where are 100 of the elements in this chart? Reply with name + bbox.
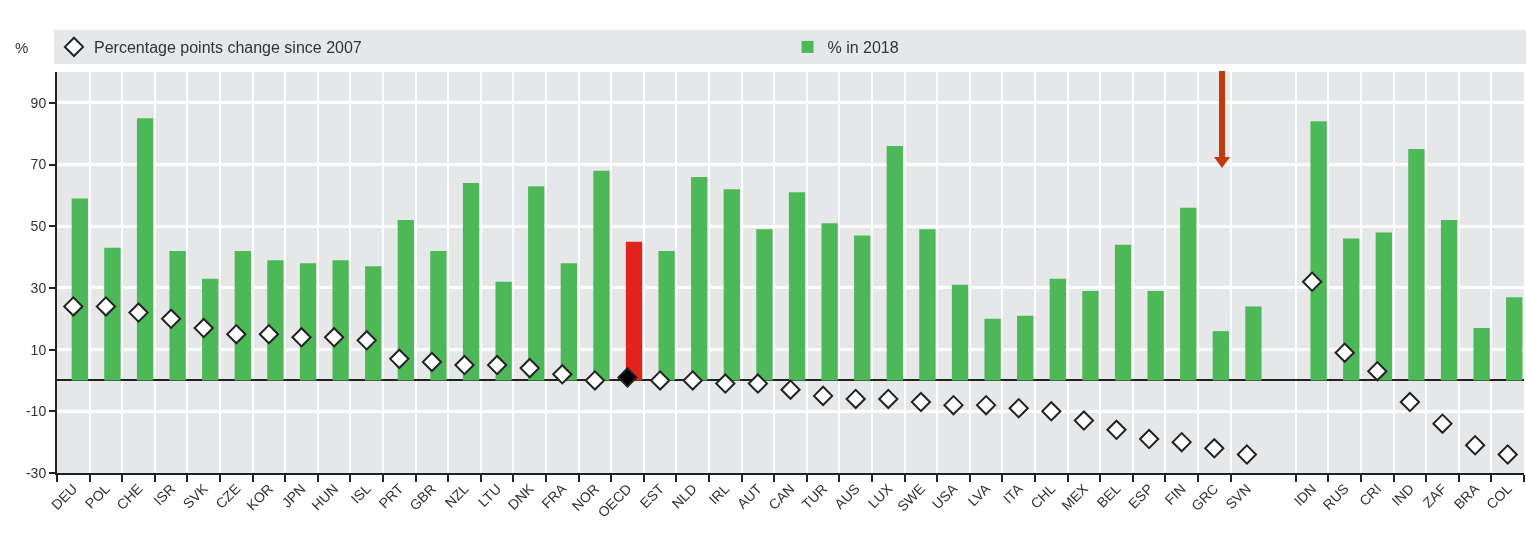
bar [430, 250, 447, 381]
bar [1147, 291, 1164, 381]
y-tick-label: 50 [30, 218, 47, 235]
x-tick-label: CRI [1356, 480, 1385, 509]
x-tick-label: LTU [474, 480, 505, 510]
x-tick-label: ISR [150, 480, 179, 509]
point [487, 354, 508, 376]
bar [1473, 328, 1490, 381]
x-tick-label: IRL [705, 480, 733, 508]
bar [495, 281, 512, 381]
point [584, 370, 605, 391]
point [519, 358, 540, 379]
bar [1212, 331, 1229, 381]
point [291, 327, 312, 348]
point [813, 385, 834, 406]
bar [234, 250, 251, 381]
bar [299, 263, 317, 381]
point [845, 388, 866, 410]
bar [886, 146, 903, 381]
x-tick-label: NZL [441, 480, 472, 511]
x-tick-label: USA [928, 480, 962, 513]
bar [1506, 297, 1523, 381]
bar [723, 189, 740, 381]
x-tick-label: ITA [999, 480, 1027, 507]
point [1073, 410, 1094, 431]
bar [1049, 278, 1066, 381]
point [226, 324, 247, 345]
x-tick-label: LVA [964, 480, 994, 510]
bar [854, 235, 871, 381]
x-tick-label: POL [81, 480, 114, 512]
bar [169, 250, 186, 381]
bar [1440, 220, 1458, 381]
point [258, 324, 279, 345]
bar [462, 183, 480, 381]
y-tick-label: 30 [30, 279, 47, 296]
bar [397, 220, 414, 381]
point [715, 373, 736, 394]
point [1139, 428, 1160, 450]
x-tick-label: BEL [1093, 480, 1124, 511]
bar [788, 192, 806, 381]
point [976, 395, 997, 416]
point [1334, 342, 1355, 363]
point [878, 388, 899, 410]
bar [1343, 238, 1360, 381]
point [943, 395, 964, 416]
bar [821, 223, 838, 381]
point [1041, 401, 1062, 422]
bar [1310, 121, 1327, 381]
y-tick-label: -30 [25, 464, 47, 481]
x-tick-label: TUR [798, 480, 831, 513]
bar [528, 186, 545, 381]
bar [365, 266, 382, 381]
x-tick-label: FIN [1161, 480, 1189, 508]
point [454, 354, 475, 376]
bar [1017, 315, 1034, 381]
bar [1375, 232, 1392, 381]
bar [104, 247, 121, 381]
point [324, 327, 345, 348]
point [1465, 435, 1486, 456]
point [682, 370, 703, 391]
point [1399, 391, 1420, 413]
point [780, 379, 801, 400]
point [356, 330, 377, 351]
x-tick-label: IND [1388, 480, 1417, 509]
point [1497, 444, 1518, 465]
bar [1082, 291, 1099, 381]
bar [625, 241, 643, 381]
bar [951, 284, 969, 381]
x-tick-label: IDN [1290, 480, 1320, 509]
bar [267, 260, 284, 381]
x-tick-label: ISL [347, 480, 374, 507]
bar [691, 176, 708, 381]
y-tick-label: 10 [30, 341, 47, 358]
x-tick-label: COL [1483, 480, 1515, 513]
point [1367, 361, 1388, 382]
bar [1245, 306, 1262, 381]
point [421, 351, 442, 373]
bar [756, 229, 773, 381]
bar [919, 229, 936, 381]
bar [984, 318, 1001, 381]
bar [332, 260, 349, 381]
point [1302, 271, 1323, 292]
point [1204, 438, 1225, 459]
y-axis-title: % [15, 39, 29, 56]
point [1008, 398, 1029, 419]
point [1236, 444, 1257, 465]
y-tick-label: -10 [25, 403, 47, 420]
point [617, 367, 638, 388]
bar [658, 250, 675, 381]
point [63, 296, 84, 317]
point [95, 296, 116, 317]
bar [1408, 149, 1425, 381]
y-tick-label: 70 [30, 156, 47, 173]
bar [1114, 244, 1132, 381]
bar [593, 170, 610, 381]
point [1171, 432, 1192, 453]
x-tick-label: CHL [1027, 480, 1059, 512]
legend-label: Percentage points change since 2007 [94, 39, 362, 57]
point [552, 364, 573, 385]
point [1432, 413, 1453, 434]
